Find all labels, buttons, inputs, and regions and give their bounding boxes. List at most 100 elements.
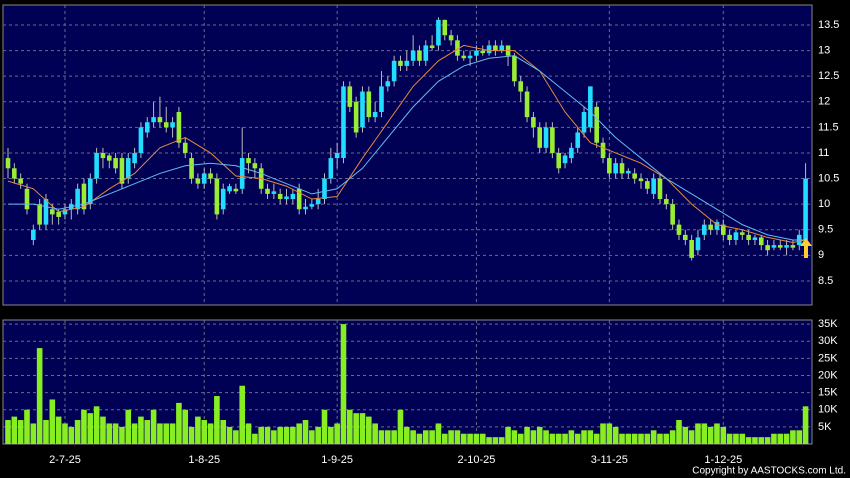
candle-body bbox=[765, 245, 770, 251]
candle-body bbox=[62, 209, 68, 215]
candle-body bbox=[518, 81, 524, 92]
candle-body bbox=[613, 163, 618, 174]
candle-body bbox=[341, 86, 346, 159]
volume-bar bbox=[302, 420, 309, 444]
volume-bar bbox=[372, 423, 378, 444]
volume-bar bbox=[650, 430, 657, 444]
candle-body bbox=[379, 86, 384, 112]
volume-bar bbox=[163, 423, 170, 444]
volume-bar bbox=[233, 430, 239, 444]
candle-body bbox=[37, 204, 42, 225]
y-tick-label: 10.5 bbox=[818, 172, 839, 184]
y-tick-label: 10K bbox=[818, 404, 838, 416]
candle-body bbox=[632, 173, 637, 179]
volume-bar bbox=[688, 430, 695, 444]
candle-body bbox=[233, 188, 239, 192]
volume-bar bbox=[454, 430, 461, 444]
volume-bar bbox=[657, 433, 663, 444]
candle-body bbox=[360, 91, 365, 128]
volume-bar bbox=[790, 430, 796, 444]
y-tick-label: 12 bbox=[818, 96, 830, 108]
candle-body bbox=[328, 158, 334, 179]
volume-bar bbox=[796, 430, 803, 444]
candle-body bbox=[771, 245, 777, 248]
candle-body bbox=[214, 178, 220, 215]
volume-bar bbox=[328, 426, 334, 444]
volume-bar bbox=[188, 426, 195, 444]
candle-body bbox=[784, 245, 789, 248]
volume-bar bbox=[258, 426, 264, 444]
volume-bar bbox=[568, 430, 575, 444]
volume-bar bbox=[441, 433, 448, 444]
candle-body bbox=[664, 199, 669, 205]
candle-body bbox=[151, 117, 156, 123]
y-tick-label: 15K bbox=[818, 387, 838, 399]
volume-bar bbox=[530, 430, 537, 444]
volume-bar bbox=[758, 437, 765, 444]
candle-body bbox=[474, 50, 479, 56]
y-tick-label: 30K bbox=[818, 335, 838, 347]
volume-bar bbox=[422, 430, 429, 444]
candle-body bbox=[448, 35, 454, 41]
volume-bar bbox=[771, 433, 777, 444]
volume-bar bbox=[429, 430, 435, 444]
volume-bar bbox=[252, 433, 258, 444]
candle-body bbox=[619, 163, 625, 174]
volume-bar bbox=[536, 426, 543, 444]
candle-body bbox=[607, 158, 612, 174]
volume-bar bbox=[150, 409, 157, 444]
volume-bar bbox=[11, 416, 18, 444]
candle-body bbox=[702, 224, 707, 235]
volume-bar bbox=[119, 426, 125, 444]
volume-bar bbox=[600, 423, 606, 444]
y-tick-label: 11 bbox=[818, 147, 829, 159]
x-tick-label: 2-10-25 bbox=[457, 454, 495, 466]
volume-bar bbox=[783, 433, 790, 444]
volume-bar bbox=[125, 409, 132, 444]
candle-body bbox=[366, 91, 372, 118]
volume-bar bbox=[359, 413, 366, 444]
volume-bar bbox=[195, 416, 201, 444]
volume-bar bbox=[391, 430, 397, 444]
volume-bar bbox=[745, 437, 752, 444]
candle-body bbox=[322, 178, 327, 200]
candle-body bbox=[157, 117, 163, 123]
volume-bar bbox=[283, 426, 290, 444]
volume-bar bbox=[378, 430, 385, 444]
candle-body bbox=[689, 239, 694, 258]
candle-body bbox=[201, 173, 207, 184]
candle-body bbox=[56, 211, 61, 217]
volume-bar bbox=[714, 423, 720, 444]
candle-body bbox=[347, 86, 353, 107]
candle-body bbox=[739, 232, 745, 235]
volume-bar bbox=[644, 433, 651, 444]
volume-bar bbox=[555, 433, 562, 444]
candle-body bbox=[100, 152, 106, 159]
y-tick-label: 5K bbox=[818, 421, 832, 433]
volume-bar bbox=[707, 426, 714, 444]
volume-bar bbox=[581, 430, 587, 444]
x-tick-label: 3-11-25 bbox=[591, 454, 628, 466]
volume-bar bbox=[207, 423, 214, 444]
volume-bar bbox=[460, 433, 467, 444]
volume-bar bbox=[695, 423, 701, 444]
candle-body bbox=[467, 55, 473, 59]
candle-body bbox=[600, 142, 606, 159]
candle-body bbox=[455, 40, 460, 56]
candle-body bbox=[132, 152, 137, 164]
moving-average bbox=[8, 55, 806, 241]
candle-body bbox=[170, 122, 175, 128]
candle-body bbox=[493, 45, 498, 51]
volume-bar bbox=[701, 423, 708, 444]
candle-body bbox=[531, 117, 536, 128]
volume-bar bbox=[226, 426, 233, 444]
candle-body bbox=[543, 127, 549, 148]
volume-bar bbox=[214, 396, 220, 444]
candle-body bbox=[461, 55, 467, 59]
candle-body bbox=[404, 60, 410, 66]
volume-bar bbox=[764, 437, 771, 444]
candle-body bbox=[758, 237, 764, 246]
y-tick-label: 8.5 bbox=[818, 275, 833, 287]
candle-body bbox=[638, 178, 644, 182]
